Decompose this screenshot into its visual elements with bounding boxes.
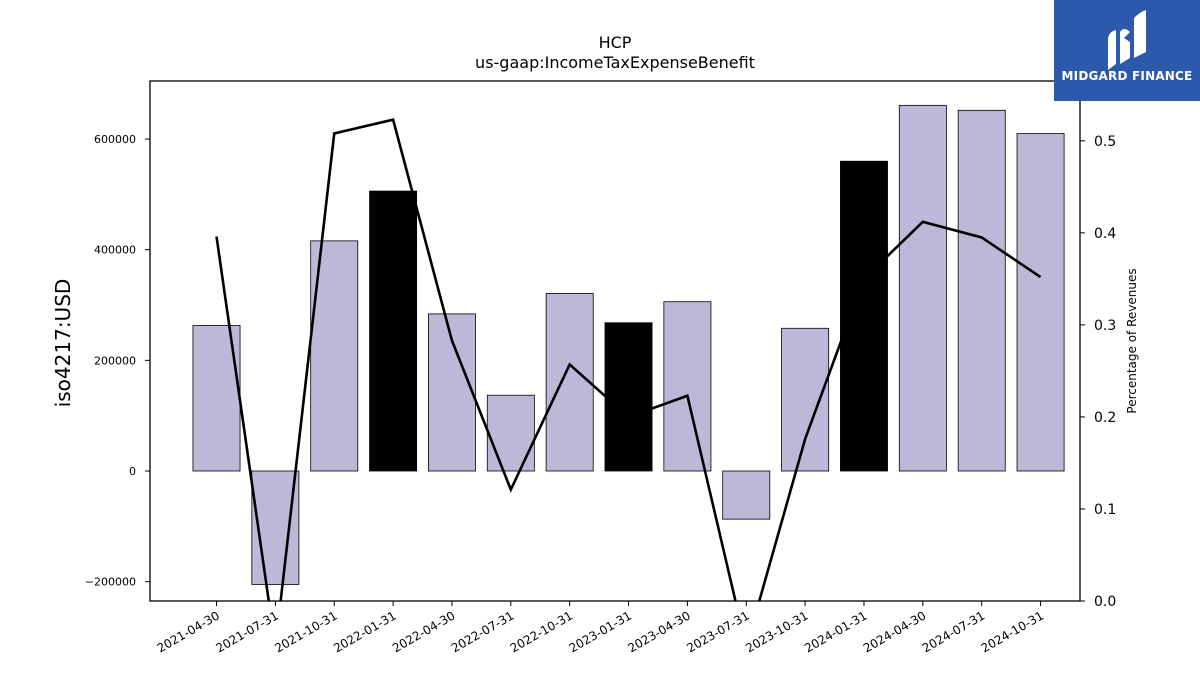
bar: [781, 327, 830, 472]
y2-tick-label: 0.0: [1094, 594, 1116, 610]
bar: [251, 470, 300, 585]
logo-text: MIDGARD FINANCE: [1061, 69, 1193, 83]
y2-tick-label: 0.4: [1094, 226, 1116, 242]
bar: [957, 109, 1006, 472]
chart-subtitle: us-gaap:IncomeTaxExpenseBenefit: [475, 53, 755, 72]
y2-tick-label: 0.1: [1094, 502, 1116, 518]
bar: [604, 322, 653, 472]
x-tick-label: 2024-04-30: [861, 608, 928, 655]
x-tick-label: 2021-10-31: [272, 608, 339, 655]
chart-title: HCP: [599, 33, 632, 52]
midgard-finance-logo-icon: [1108, 10, 1146, 70]
x-tick-label: 2022-04-30: [390, 608, 457, 655]
y2-tick-label: 0.3: [1094, 318, 1116, 334]
x-tick-label: 2024-01-31: [802, 608, 869, 655]
x-tick-label: 2023-07-31: [684, 608, 751, 655]
x-tick-label: 2022-10-31: [508, 608, 575, 655]
y-tick-label: 600000: [94, 133, 136, 146]
bar: [722, 470, 771, 520]
y-tick-label: 200000: [94, 354, 136, 367]
series-line: [215, 118, 1042, 601]
bars-group: [192, 104, 1065, 585]
y2-tick-label: 0.2: [1094, 410, 1116, 426]
y-axis-label: iso4217:USD: [51, 279, 75, 408]
brand-logo: MIDGARD FINANCE: [1054, 0, 1200, 101]
y-tick-label: −200000: [85, 576, 136, 589]
y2-axis-label: Percentage of Revenues: [1125, 268, 1139, 413]
x-tick-label: 2023-10-31: [743, 608, 810, 655]
x-tick-label: 2023-04-30: [625, 608, 692, 655]
y2-tick-label: 0.5: [1094, 134, 1116, 150]
x-tick-label: 2022-07-31: [449, 608, 516, 655]
bar: [840, 160, 888, 472]
x-tick-label: 2021-07-31: [213, 608, 280, 655]
x-tick-label: 2024-07-31: [920, 608, 987, 655]
bar: [486, 394, 535, 472]
bar: [545, 293, 594, 472]
bar: [369, 190, 418, 472]
x-tick-label: 2022-01-31: [331, 608, 398, 655]
x-tick-label: 2023-01-31: [567, 608, 634, 655]
x-tick-label: 2024-10-31: [979, 608, 1046, 655]
x-tick-label: 2021-04-30: [155, 608, 222, 655]
bar: [898, 104, 947, 472]
y-tick-label: 400000: [94, 244, 136, 257]
y-tick-label: 0: [129, 465, 136, 478]
line-group: [215, 118, 1042, 601]
bar: [1016, 133, 1065, 472]
plot-frame: [149, 80, 1081, 602]
bar: [663, 301, 712, 472]
